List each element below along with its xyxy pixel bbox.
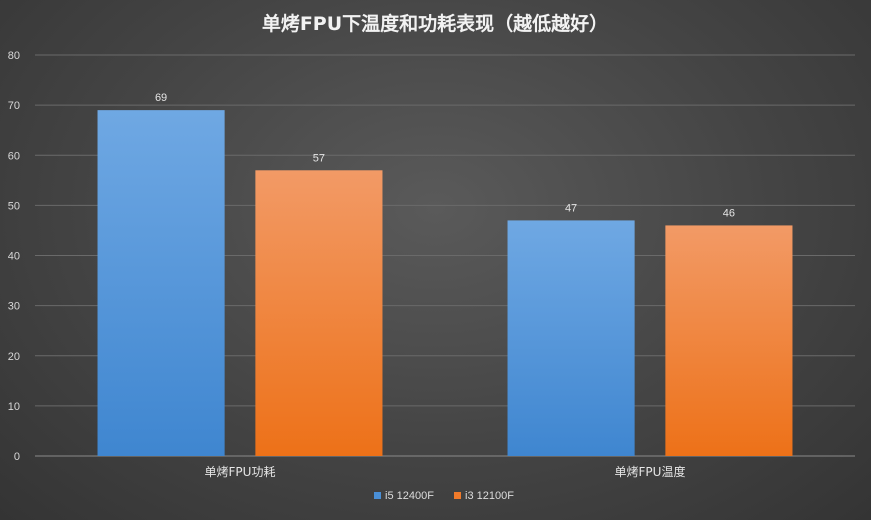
y-tick-label: 10 xyxy=(8,401,20,413)
data-label: 69 xyxy=(155,92,167,104)
y-tick-label: 50 xyxy=(8,200,20,212)
legend-swatch xyxy=(374,492,381,499)
data-labels: 69 57 47 46 xyxy=(155,92,735,219)
x-axis: 单烤FPU功耗 单烤FPU温度 xyxy=(205,464,686,479)
y-tick-label: 0 xyxy=(14,451,20,463)
data-label: 57 xyxy=(313,152,325,164)
legend-label: i3 12100F xyxy=(465,490,514,502)
y-tick-label: 40 xyxy=(8,251,20,263)
y-tick-label: 80 xyxy=(8,50,20,62)
data-label: 47 xyxy=(565,202,577,214)
legend-label: i5 12400F xyxy=(385,490,434,502)
x-category-label: 单烤FPU温度 xyxy=(615,464,686,479)
bars xyxy=(97,110,793,456)
bar-i5-0 xyxy=(97,110,225,456)
bar-i3-0 xyxy=(255,170,383,456)
data-label: 46 xyxy=(723,207,735,219)
y-tick-label: 70 xyxy=(8,100,20,112)
y-axis: 0 10 20 30 40 50 60 70 80 xyxy=(8,50,20,463)
legend: i5 12400F i3 12100F xyxy=(374,490,514,502)
y-tick-label: 30 xyxy=(8,301,20,313)
legend-swatch xyxy=(454,492,461,499)
x-category-label: 单烤FPU功耗 xyxy=(205,464,276,479)
chart-title: 单烤FPU下温度和功耗表现（越低越好） xyxy=(262,12,608,35)
bar-i3-1 xyxy=(665,225,793,456)
y-tick-label: 20 xyxy=(8,351,20,363)
y-tick-label: 60 xyxy=(8,150,20,162)
bar-i5-1 xyxy=(507,220,635,456)
